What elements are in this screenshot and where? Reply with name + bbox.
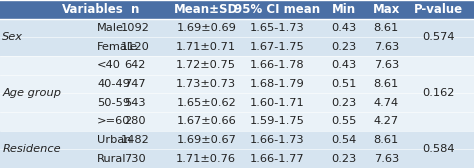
Text: 0.55: 0.55 bbox=[331, 116, 356, 126]
Text: 1.71±0.71: 1.71±0.71 bbox=[176, 42, 236, 52]
Text: 1.60-1.71: 1.60-1.71 bbox=[250, 98, 305, 108]
Text: 1.65-1.73: 1.65-1.73 bbox=[250, 23, 305, 33]
Text: 7.63: 7.63 bbox=[374, 60, 399, 70]
FancyBboxPatch shape bbox=[0, 56, 474, 75]
Text: 8.61: 8.61 bbox=[374, 79, 399, 89]
Text: Urban: Urban bbox=[97, 135, 132, 145]
Text: 1.67-1.75: 1.67-1.75 bbox=[250, 42, 305, 52]
Text: 280: 280 bbox=[124, 116, 146, 126]
Text: 730: 730 bbox=[124, 154, 146, 164]
Text: 95% CI mean: 95% CI mean bbox=[234, 3, 320, 16]
Text: 8.61: 8.61 bbox=[374, 23, 399, 33]
Text: 50-59: 50-59 bbox=[97, 98, 130, 108]
Text: Residence: Residence bbox=[2, 144, 61, 154]
Text: 7.63: 7.63 bbox=[374, 42, 399, 52]
FancyBboxPatch shape bbox=[0, 19, 474, 37]
Text: 4.74: 4.74 bbox=[374, 98, 399, 108]
Text: 8.61: 8.61 bbox=[374, 135, 399, 145]
Text: 4.27: 4.27 bbox=[374, 116, 399, 126]
Text: P-value: P-value bbox=[414, 3, 463, 16]
Text: Male: Male bbox=[97, 23, 124, 33]
Text: 0.23: 0.23 bbox=[331, 42, 356, 52]
Text: 1120: 1120 bbox=[121, 42, 149, 52]
Text: 642: 642 bbox=[124, 60, 146, 70]
Text: 1.69±0.69: 1.69±0.69 bbox=[176, 23, 236, 33]
FancyBboxPatch shape bbox=[0, 37, 474, 56]
Text: 0.574: 0.574 bbox=[422, 32, 455, 42]
Text: 0.43: 0.43 bbox=[331, 23, 356, 33]
Text: 0.51: 0.51 bbox=[331, 79, 356, 89]
Text: 0.43: 0.43 bbox=[331, 60, 356, 70]
Text: 1.68-1.79: 1.68-1.79 bbox=[250, 79, 305, 89]
Text: 1.66-1.77: 1.66-1.77 bbox=[250, 154, 305, 164]
Text: 1.71±0.76: 1.71±0.76 bbox=[176, 154, 236, 164]
FancyBboxPatch shape bbox=[0, 131, 474, 149]
Text: 1.69±0.67: 1.69±0.67 bbox=[176, 135, 236, 145]
Text: 543: 543 bbox=[124, 98, 146, 108]
Text: 0.162: 0.162 bbox=[422, 88, 455, 98]
Text: Age group: Age group bbox=[2, 88, 61, 98]
Text: 747: 747 bbox=[124, 79, 146, 89]
FancyBboxPatch shape bbox=[0, 93, 474, 112]
Text: 1.59-1.75: 1.59-1.75 bbox=[250, 116, 305, 126]
Text: Min: Min bbox=[332, 3, 356, 16]
Text: Max: Max bbox=[373, 3, 400, 16]
Text: 1482: 1482 bbox=[121, 135, 149, 145]
Text: 40-49: 40-49 bbox=[97, 79, 130, 89]
Text: 0.584: 0.584 bbox=[422, 144, 455, 154]
Text: Sex: Sex bbox=[2, 32, 23, 42]
Text: Variables: Variables bbox=[62, 3, 123, 16]
Text: 1.67±0.66: 1.67±0.66 bbox=[176, 116, 236, 126]
Text: 1.66-1.73: 1.66-1.73 bbox=[250, 135, 305, 145]
Text: 7.63: 7.63 bbox=[374, 154, 399, 164]
Text: 1092: 1092 bbox=[121, 23, 149, 33]
Text: 1.65±0.62: 1.65±0.62 bbox=[176, 98, 236, 108]
Text: 0.54: 0.54 bbox=[331, 135, 356, 145]
Text: 1.73±0.73: 1.73±0.73 bbox=[176, 79, 236, 89]
FancyBboxPatch shape bbox=[0, 149, 474, 168]
Text: 0.23: 0.23 bbox=[331, 98, 356, 108]
Text: 1.66-1.78: 1.66-1.78 bbox=[250, 60, 305, 70]
Text: 1.72±0.75: 1.72±0.75 bbox=[176, 60, 236, 70]
Text: <40: <40 bbox=[97, 60, 121, 70]
Text: Mean±SD: Mean±SD bbox=[174, 3, 238, 16]
Text: n: n bbox=[131, 3, 139, 16]
FancyBboxPatch shape bbox=[0, 0, 474, 19]
Text: Rural: Rural bbox=[97, 154, 127, 164]
Text: Female: Female bbox=[97, 42, 138, 52]
Text: >=60: >=60 bbox=[97, 116, 131, 126]
FancyBboxPatch shape bbox=[0, 112, 474, 131]
FancyBboxPatch shape bbox=[0, 75, 474, 93]
Text: 0.23: 0.23 bbox=[331, 154, 356, 164]
